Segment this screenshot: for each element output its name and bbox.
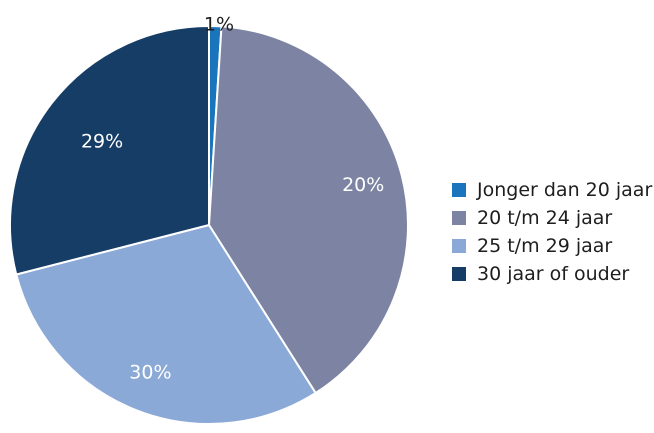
legend-item: 30 jaar of ouder xyxy=(452,260,652,288)
legend-swatch xyxy=(452,211,466,225)
chart-legend: Jonger dan 20 jaar 20 t/m 24 jaar 25 t/m… xyxy=(452,176,652,288)
legend-item: 20 t/m 24 jaar xyxy=(452,204,652,232)
legend-swatch xyxy=(452,239,466,253)
pie-slice xyxy=(207,25,409,395)
pie-slice xyxy=(15,223,318,425)
pie-slice xyxy=(9,24,210,276)
legend-label: 25 t/m 29 jaar xyxy=(477,235,613,257)
legend-label: 30 jaar of ouder xyxy=(477,263,630,285)
slice-value-label: 30% xyxy=(129,362,171,384)
legend-item: 25 t/m 29 jaar xyxy=(452,232,652,260)
legend-label: Jonger dan 20 jaar xyxy=(477,179,653,201)
legend-label: 20 t/m 24 jaar xyxy=(477,207,613,229)
slice-value-label: 1% xyxy=(204,14,234,36)
legend-swatch xyxy=(452,183,466,197)
legend-swatch xyxy=(452,267,466,281)
slice-value-label: 29% xyxy=(81,131,123,153)
slice-value-label: 20% xyxy=(342,174,384,196)
legend-item: Jonger dan 20 jaar xyxy=(452,176,652,204)
